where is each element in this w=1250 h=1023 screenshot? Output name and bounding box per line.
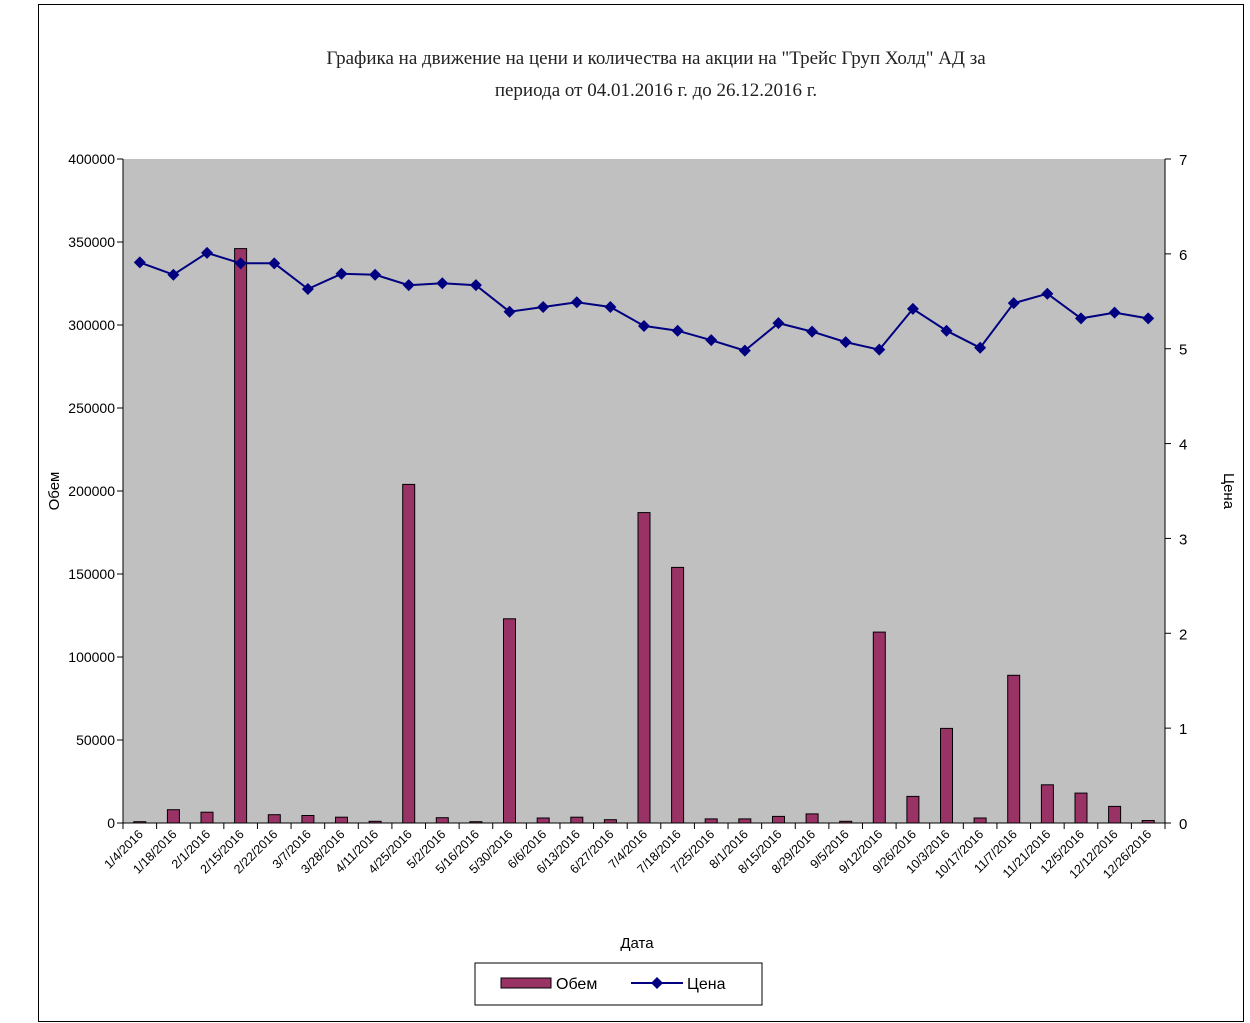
legend-line-marker <box>651 977 663 989</box>
price-point <box>537 300 550 313</box>
y2-tick-label: 0 <box>1179 816 1187 833</box>
legend-bar-swatch <box>500 977 552 989</box>
price-point <box>806 325 819 338</box>
volume-bar <box>1108 805 1122 824</box>
price-point <box>570 296 583 309</box>
y2-axis-label: Цена <box>1220 473 1237 510</box>
volume-bar <box>637 512 651 824</box>
price-point <box>133 256 146 269</box>
y-tick-label: 150000 <box>68 566 115 582</box>
volume-bar <box>570 816 584 824</box>
price-point <box>604 300 617 313</box>
y-tick-label: 250000 <box>68 400 115 416</box>
chart-frame: Графика на движение на цени и количества… <box>38 4 1244 1022</box>
y-tick-label: 0 <box>107 815 115 831</box>
price-point <box>1108 306 1121 319</box>
volume-bar <box>503 618 516 824</box>
y2-tick-label: 2 <box>1179 626 1187 643</box>
x-axis-label: Дата <box>620 935 654 952</box>
volume-bar <box>1074 792 1088 824</box>
volume-bar <box>166 809 180 824</box>
price-point <box>234 257 247 270</box>
volume-bar <box>906 795 920 824</box>
price-point <box>940 324 953 337</box>
price-point <box>335 267 348 280</box>
volume-bar <box>973 817 987 824</box>
price-point <box>671 324 684 337</box>
volume-bar <box>234 248 248 824</box>
volume-bar <box>1040 784 1054 824</box>
price-point <box>1142 312 1155 325</box>
y-tick-label: 300000 <box>68 317 115 333</box>
price-point <box>772 317 785 330</box>
y2-tick-label: 7 <box>1179 152 1187 169</box>
price-point <box>974 341 987 354</box>
price-point <box>268 257 281 270</box>
volume-bar <box>671 566 685 824</box>
price-point <box>1041 287 1054 300</box>
price-point <box>738 344 751 357</box>
price-point <box>436 277 449 290</box>
chart-title-line-1: Графика на движение на цени и количества… <box>326 48 986 69</box>
price-point <box>1007 297 1020 310</box>
price-point <box>705 334 718 347</box>
price-point <box>1074 312 1087 325</box>
y2-tick-label: 3 <box>1179 531 1187 548</box>
price-point <box>503 305 516 318</box>
y-tick-label: 400000 <box>68 151 115 167</box>
y2-tick-label: 1 <box>1179 721 1187 738</box>
volume-bar <box>536 817 550 824</box>
volume-bar <box>704 818 718 824</box>
y2-tick-label: 4 <box>1179 437 1187 454</box>
volume-bar <box>738 818 752 824</box>
price-point <box>201 246 214 259</box>
price-point <box>469 279 482 292</box>
volume-bar <box>402 483 416 824</box>
y-tick-label: 50000 <box>76 732 115 748</box>
y2-tick-label: 6 <box>1179 247 1187 264</box>
legend-label-price: Цена <box>687 976 726 993</box>
bars-layer <box>133 248 1155 824</box>
y2-tick-label: 5 <box>1179 342 1187 359</box>
volume-bar <box>200 811 214 824</box>
volume-bar <box>872 631 886 824</box>
y-axis-label: Обем <box>46 472 63 511</box>
volume-bar <box>301 815 315 824</box>
volume-bar <box>267 814 281 824</box>
price-point <box>638 319 650 332</box>
price-point <box>906 302 919 315</box>
price-point <box>369 268 382 281</box>
chart-title-line-2: периода от 04.01.2016 г. до 26.12.2016 г… <box>495 80 817 101</box>
volume-bar <box>940 727 953 824</box>
price-point <box>839 336 852 349</box>
y-tick-label: 100000 <box>68 649 115 665</box>
legend: Обем Цена <box>474 962 763 1006</box>
y-tick-label: 200000 <box>68 483 115 499</box>
price-point <box>402 279 415 292</box>
price-point <box>301 282 314 295</box>
price-point <box>167 268 180 281</box>
volume-bar <box>435 817 449 824</box>
volume-bar <box>805 813 819 824</box>
price-point <box>873 343 886 356</box>
volume-bar <box>335 816 348 824</box>
chart-svg: Графика на движение на цени и количества… <box>46 48 1237 1006</box>
volume-bar <box>1007 674 1021 824</box>
volume-bar <box>772 815 785 824</box>
price-line-layer <box>133 246 1155 357</box>
y-tick-label: 350000 <box>68 234 115 250</box>
legend-label-volume: Обем <box>556 976 597 993</box>
